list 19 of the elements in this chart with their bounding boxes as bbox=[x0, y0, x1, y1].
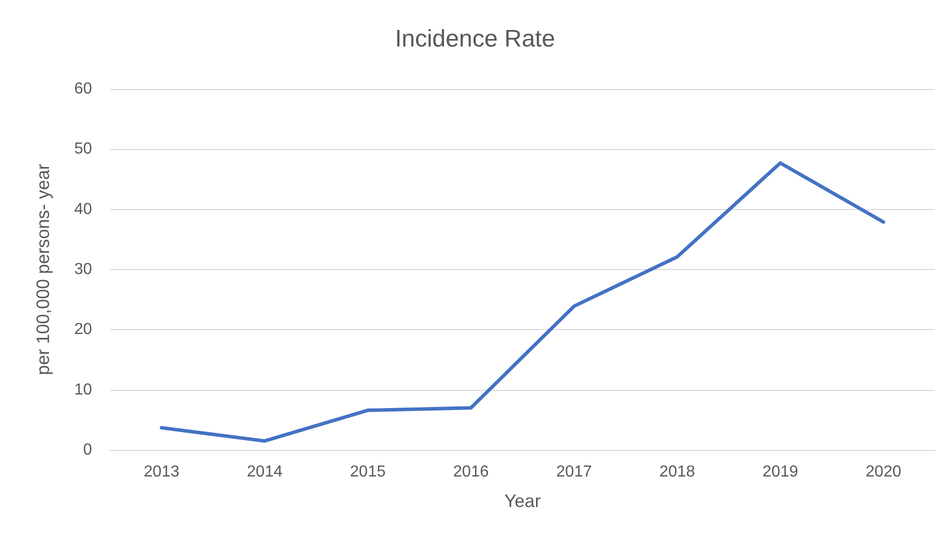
x-tick-label: 2018 bbox=[659, 464, 696, 480]
y-tick-label: 20 bbox=[74, 321, 92, 338]
y-axis-title: per 100,000 persons- year bbox=[33, 164, 53, 376]
y-tick-label: 10 bbox=[74, 381, 92, 398]
chart-title: Incidence Rate bbox=[394, 26, 556, 52]
x-tick-label: 2019 bbox=[762, 464, 798, 480]
x-tick-label: 2020 bbox=[866, 464, 902, 480]
x-tick-label: 2016 bbox=[453, 464, 489, 480]
y-tick-label: 30 bbox=[74, 261, 92, 278]
y-tick-label: 0 bbox=[83, 442, 92, 458]
y-tick-label: 60 bbox=[74, 80, 92, 98]
x-tick-label: 2015 bbox=[350, 464, 386, 480]
y-tick-label: 40 bbox=[74, 200, 92, 218]
x-tick-label: 2014 bbox=[246, 464, 283, 480]
y-tick-label: 50 bbox=[74, 140, 92, 158]
x-axis-title: Year bbox=[504, 491, 541, 511]
line-series bbox=[160, 161, 886, 443]
x-tick-label: 2013 bbox=[144, 464, 180, 480]
x-tick-label: 2017 bbox=[556, 464, 592, 480]
